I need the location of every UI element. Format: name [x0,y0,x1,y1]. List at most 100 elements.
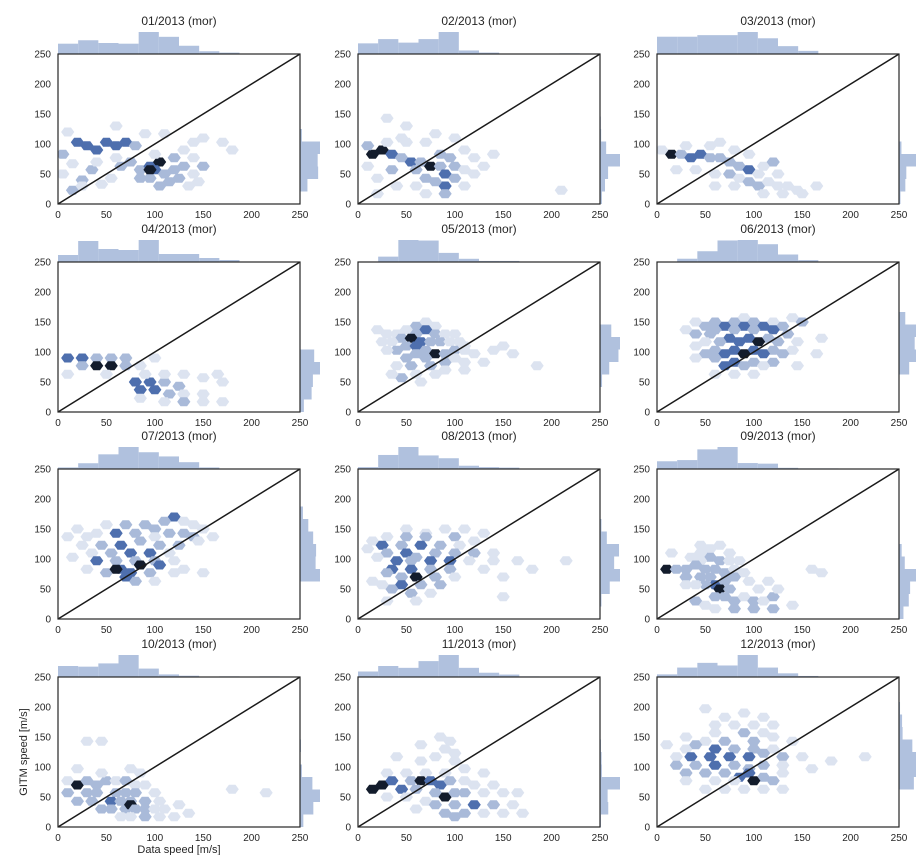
hexbin-cell [438,169,452,179]
hexbin-cell [409,572,423,582]
x-tick-label: 200 [842,210,859,221]
marginal-x-bar [778,254,799,262]
x-tick-label: 150 [195,833,212,844]
hexbin-cell [370,325,384,335]
hexbin-cell [216,377,230,387]
hexbin-cell [737,592,751,602]
hexbin-cell [438,365,452,375]
hexbin-cell [766,317,780,327]
hexbin-cell [399,121,413,131]
hexbin-cell [177,161,191,171]
hexbin-cell [477,808,491,818]
hexbin-cell [723,548,737,558]
hexbin-cell [414,540,428,550]
panel-title: 05/2013 (mor) [441,222,516,236]
marginal-x-bar [438,252,459,262]
x-tick-label: 0 [55,625,61,636]
y-tick-label: 200 [633,703,650,714]
hexbin-cell [694,540,708,550]
x-tick-label: 0 [355,210,361,221]
hexbin-cell [95,768,109,778]
hexbin-cell [119,788,133,798]
hexbin-cell [157,397,172,407]
hexbin-cell [157,169,172,179]
hexbin-cell [177,389,191,399]
hexbin-cell [90,528,104,538]
hexbin-cell [95,540,109,550]
hexbin-cell [375,540,389,550]
x-tick-label: 50 [700,210,712,221]
hexbin-cell [99,568,113,578]
marginal-y-bar [899,556,905,569]
hexbin-cell [718,592,732,602]
hexbin-cell [133,385,147,395]
marginal-y-bar [899,764,916,777]
marginal-x-bar [458,465,479,469]
hexbin-cell [742,177,756,187]
hexbin-cell [713,556,727,566]
hexbin-cell [747,357,761,367]
hexbin-cell [689,560,703,570]
hexbin-cell [414,740,428,750]
marginal-x-bar [358,43,379,54]
x-tick-label: 150 [495,833,512,844]
marginal-y-bar [600,569,620,582]
marginal-x-bar [398,240,419,262]
marginal-x-bar [657,461,678,469]
hexbin-cell [858,752,872,762]
y-tick-label: 100 [334,763,351,774]
hexbin-cell [708,592,722,602]
marginal-y-bar [300,764,302,777]
hexbin-cell [438,744,452,754]
y-tick-label: 100 [334,140,351,151]
hexbin-cell [85,796,99,806]
hexbin-cell [167,165,181,175]
hexbin-cell [486,345,501,355]
hexbin-cell [737,313,751,323]
hexbin-cell [457,181,472,191]
marginal-x-bar [499,467,520,469]
hexbin-cell [727,357,741,367]
panel-5: 05/2013 (mor) 00 50 50 100 100 150 150 200 200 250… [334,222,620,429]
x-tick-label: 0 [654,625,660,636]
hexbin-cell [477,788,491,798]
hexbin-cell [737,361,751,371]
hexbin-cell [148,804,162,814]
hexbin-cell [438,524,452,534]
hexbin-cell [138,796,152,806]
hexbin-cell [109,556,123,566]
marginal-y-bar [300,362,320,375]
hexbin-cell [143,568,157,578]
hexbin-cell [664,548,679,558]
hexbin-cell [138,780,152,790]
hexbin-cell [90,361,104,371]
hexbin-cell [395,784,409,794]
hexbin-cell [143,165,157,175]
marginal-y-bar [300,802,314,815]
hexbin-cell [457,365,472,375]
hexbin-cell [433,149,447,159]
plot-frame [656,676,900,828]
marginal-y-bar [300,349,315,362]
y-tick-label: 200 [334,703,351,714]
x-tick-label: 100 [146,833,163,844]
hexbin-cell [703,552,717,562]
marginal-y-bar [600,362,610,375]
y-tick-label: 250 [334,50,351,61]
hexbin-cell [90,353,104,363]
hexbin-cell [133,536,147,546]
marginal-y-bar [600,789,608,802]
marginal-x-bar [398,42,419,54]
hexbin-cell [708,760,722,770]
hexbin-cell [385,776,399,786]
hexbin-cell [409,784,423,794]
diagonal-line [357,261,601,413]
hexbin-cell [143,377,157,387]
marginal-y-bar [600,531,607,544]
plot-frame [57,261,301,413]
panel-10: 10/2013 (mor) 00 50 50 100 100 150 150 200 200 250… [34,637,320,844]
marginal-y-bar [600,764,602,777]
hexbin-cell [708,181,722,191]
hexbin-cell [104,548,118,558]
hexbin-cell [85,548,99,558]
